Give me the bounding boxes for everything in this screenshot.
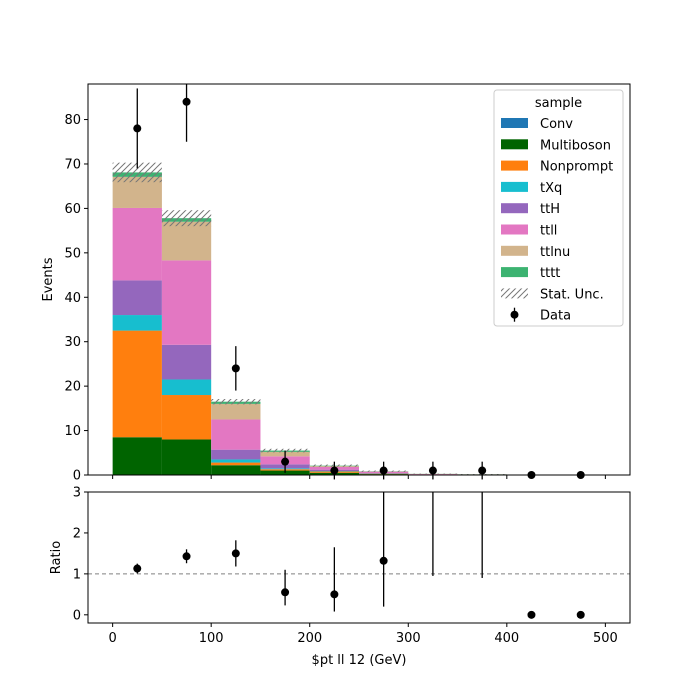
- bar-ttll-bin-2: [211, 419, 261, 450]
- bar-ttlnu-bin-2: [211, 403, 261, 420]
- legend-swatch-nonprompt: [501, 160, 528, 171]
- bar-ttll-bin-1: [161, 260, 212, 345]
- bar-tth-bin-0: [112, 280, 162, 316]
- bar-ttlnu-bin-1: [161, 221, 212, 261]
- main-ytick-label-80: 80: [64, 113, 81, 128]
- ratio-point-4: [330, 590, 339, 599]
- data-points: [133, 84, 585, 480]
- stacked-bars: [112, 162, 507, 475]
- stat-unc-bin-0: [112, 162, 162, 183]
- stat-unc-bin-1: [161, 210, 212, 227]
- main-frame: [87, 83, 631, 476]
- main-ytick-label-60: 60: [64, 202, 81, 217]
- legend-swatch-ttll: [501, 224, 528, 235]
- legend-swatch-stat-unc-: [501, 288, 528, 299]
- data-point-6: [428, 466, 437, 475]
- ratio-xtick-label-100: 100: [199, 631, 224, 646]
- main-ytick-label-0: 0: [73, 469, 81, 484]
- main-ytick-label-70: 70: [64, 157, 81, 172]
- ratio-ylabel: Ratio: [49, 541, 64, 574]
- main-ytick-label-30: 30: [64, 335, 81, 350]
- legend-label-data: Data: [540, 309, 571, 324]
- legend-swatch-ttlnu: [501, 245, 528, 256]
- main-ylabel: Events: [41, 257, 56, 301]
- data-point-2: [231, 364, 240, 373]
- legend-label-nonprompt: Nonprompt: [540, 160, 613, 175]
- main-ytick-label-50: 50: [64, 246, 81, 261]
- data-point-7: [478, 466, 487, 475]
- bar-tth-bin-2: [211, 449, 261, 460]
- legend-label-tttt: tttt: [540, 266, 560, 281]
- ratio-point-8: [527, 610, 536, 619]
- stat-unc-bin-2: [211, 399, 261, 405]
- ratio-xtick-label-200: 200: [297, 631, 322, 646]
- bar-nonprompt-bin-2: [211, 462, 261, 466]
- ratio-point-0: [133, 564, 142, 573]
- ratio-point-3: [281, 588, 290, 597]
- data-point-5: [379, 466, 388, 475]
- bar-tth-bin-1: [161, 344, 212, 380]
- ratio-xtick-label-500: 500: [593, 631, 618, 646]
- legend-swatch-tth: [501, 203, 528, 214]
- ratio-xlabel: $pt ll 12 (GeV): [312, 653, 407, 668]
- bar-nonprompt-bin-1: [161, 395, 212, 440]
- main-ytick-label-10: 10: [64, 424, 81, 439]
- bar-multiboson-bin-2: [211, 465, 261, 475]
- ratio-point-9: [576, 610, 585, 619]
- data-point-0: [133, 124, 142, 133]
- main-ytick-label-20: 20: [64, 380, 81, 395]
- ratio-point-5: [379, 556, 388, 565]
- ratio-plot: 0 1 2 3 0 100 200 300 400 500 Ratio $pt ll 12 (GeV): [49, 486, 631, 668]
- legend-label-ttll: ttll: [540, 224, 557, 239]
- legend-label-conv: Conv: [540, 117, 573, 132]
- bar-txq-bin-0: [112, 315, 162, 331]
- legend-swatch-multiboson: [501, 139, 528, 150]
- legend-title: sample: [535, 96, 582, 111]
- data-point-3: [281, 457, 290, 466]
- ratio-ytick-label-3: 3: [73, 486, 81, 501]
- ratio-frame: [87, 491, 631, 624]
- main-ytick-label-40: 40: [64, 291, 81, 306]
- ratio-points: [133, 492, 585, 619]
- ratio-point-1: [182, 552, 191, 561]
- bar-nonprompt-bin-0: [112, 330, 162, 438]
- legend: sample Conv Multiboson Nonprompt tXq ttH ttll t…: [493, 89, 624, 327]
- legend-label-ttlnu: ttlnu: [540, 245, 570, 260]
- bar-txq-bin-1: [161, 379, 212, 396]
- ratio-ytick-label-1: 1: [73, 567, 81, 582]
- legend-marker-data: [510, 310, 519, 319]
- ratio-xtick-label-0: 0: [108, 631, 116, 646]
- ratio-xtick-label-400: 400: [494, 631, 519, 646]
- legend-label-multiboson: Multiboson: [540, 138, 611, 153]
- legend-swatch-conv: [501, 118, 528, 128]
- bar-txq-bin-2: [211, 459, 261, 463]
- legend-label-stat-unc-: Stat. Unc.: [540, 287, 604, 302]
- ratio-ytick-label-0: 0: [73, 608, 81, 623]
- bar-multiboson-bin-0: [112, 437, 162, 475]
- data-point-1: [182, 97, 191, 106]
- ratio-ytick-label-2: 2: [73, 526, 81, 541]
- legend-label-tth: ttH: [540, 202, 560, 217]
- legend-label-txq: tXq: [540, 181, 562, 196]
- ratio-point-2: [231, 549, 240, 558]
- bar-multiboson-bin-1: [161, 439, 212, 475]
- legend-swatch-tttt: [501, 267, 528, 278]
- main-plot: 0 10 20 30 40 50 60 70 80 Events: [41, 83, 631, 484]
- data-point-4: [330, 466, 339, 475]
- bar-ttll-bin-0: [112, 207, 162, 281]
- legend-swatch-txq: [501, 181, 528, 192]
- ratio-xtick-label-300: 300: [396, 631, 421, 646]
